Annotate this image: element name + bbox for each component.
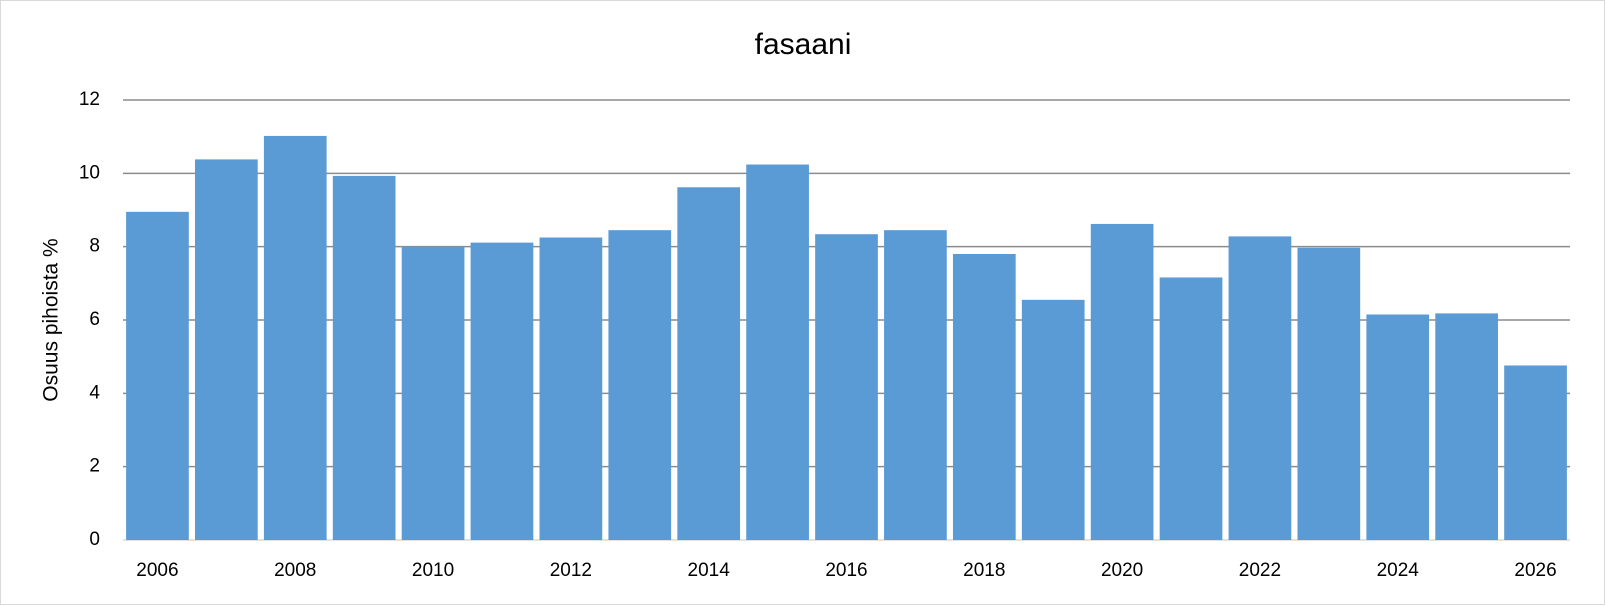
y-tick-label: 12 (79, 89, 100, 110)
bar (126, 211, 189, 541)
bar (884, 230, 947, 540)
bar (1021, 299, 1085, 540)
x-tick-label: 2016 (825, 560, 867, 581)
bar (746, 164, 809, 541)
y-tick-label: 8 (89, 236, 100, 257)
y-tick-label: 4 (89, 382, 100, 403)
bar (1297, 247, 1361, 540)
bar (470, 242, 534, 540)
bar (401, 246, 465, 540)
bar (332, 175, 396, 540)
x-tick-label: 2008 (274, 560, 316, 581)
bar (263, 135, 327, 540)
y-tick-label: 6 (89, 309, 100, 330)
x-tick-label: 2018 (963, 560, 1005, 581)
bar (677, 187, 741, 540)
bar (952, 254, 1016, 540)
x-tick-label: 2020 (1101, 560, 1143, 581)
x-tick-label: 2024 (1377, 560, 1420, 581)
bar (1366, 314, 1430, 540)
bar (1228, 236, 1292, 540)
bar (1090, 223, 1154, 540)
bar (539, 237, 603, 540)
x-tick-label: 2010 (412, 560, 454, 581)
bar (1435, 313, 1498, 540)
chart-title: fasaani (755, 28, 852, 61)
bar (608, 230, 672, 540)
bar (815, 234, 878, 540)
x-tick-label: 2026 (1514, 560, 1556, 581)
y-tick-label: 2 (89, 456, 100, 477)
x-tick-label: 2012 (550, 560, 592, 581)
x-tick-label: 2014 (688, 560, 731, 581)
bar (195, 159, 258, 540)
y-tick-label: 10 (79, 162, 100, 183)
x-tick-label: 2022 (1239, 560, 1281, 581)
bar (1159, 277, 1223, 540)
y-axis-label: Osuus pihoista % (40, 238, 63, 401)
bar (1504, 365, 1567, 540)
y-tick-label: 0 (89, 529, 100, 550)
x-tick-label: 2006 (136, 560, 178, 581)
